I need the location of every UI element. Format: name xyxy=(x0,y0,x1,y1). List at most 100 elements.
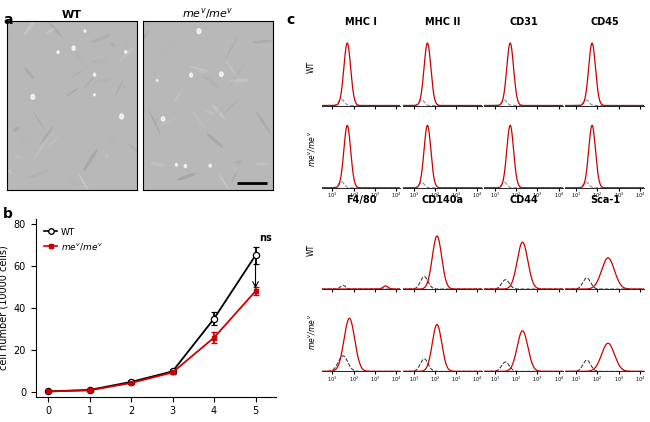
Circle shape xyxy=(94,73,96,76)
Ellipse shape xyxy=(230,78,250,82)
Ellipse shape xyxy=(105,154,109,159)
Text: WT: WT xyxy=(307,60,315,73)
Ellipse shape xyxy=(66,88,78,97)
Ellipse shape xyxy=(127,143,142,155)
Ellipse shape xyxy=(212,104,226,120)
Ellipse shape xyxy=(139,30,149,46)
Ellipse shape xyxy=(207,133,224,148)
Ellipse shape xyxy=(33,111,45,130)
Ellipse shape xyxy=(191,110,206,129)
Title: $\it{me^v/me^v}$: $\it{me^v/me^v}$ xyxy=(182,6,234,21)
Ellipse shape xyxy=(90,34,111,43)
Ellipse shape xyxy=(230,64,244,87)
Ellipse shape xyxy=(69,43,84,64)
Ellipse shape xyxy=(12,127,20,132)
Circle shape xyxy=(94,94,95,96)
Circle shape xyxy=(176,163,177,166)
Ellipse shape xyxy=(167,165,180,179)
Text: F4/80: F4/80 xyxy=(346,195,376,205)
Text: ns: ns xyxy=(259,233,272,243)
Ellipse shape xyxy=(162,41,176,53)
Ellipse shape xyxy=(27,170,48,179)
Ellipse shape xyxy=(79,174,88,190)
Circle shape xyxy=(157,79,158,81)
Ellipse shape xyxy=(123,38,131,46)
Ellipse shape xyxy=(6,33,16,39)
Ellipse shape xyxy=(94,78,114,83)
Ellipse shape xyxy=(92,60,107,63)
Ellipse shape xyxy=(7,170,12,174)
Circle shape xyxy=(161,117,164,121)
Ellipse shape xyxy=(177,173,195,180)
Text: $me^v$/$me^v$: $me^v$/$me^v$ xyxy=(306,131,317,167)
Ellipse shape xyxy=(222,100,239,116)
Ellipse shape xyxy=(24,17,37,35)
Ellipse shape xyxy=(226,60,238,78)
Ellipse shape xyxy=(198,71,205,73)
Ellipse shape xyxy=(231,46,252,57)
Ellipse shape xyxy=(70,68,86,78)
Ellipse shape xyxy=(150,162,166,167)
Text: CD31: CD31 xyxy=(509,17,538,27)
Ellipse shape xyxy=(40,126,53,144)
Ellipse shape xyxy=(153,116,160,123)
Text: WT: WT xyxy=(307,244,315,256)
Ellipse shape xyxy=(185,169,194,176)
Text: MHC II: MHC II xyxy=(424,17,460,27)
Ellipse shape xyxy=(25,157,36,161)
Circle shape xyxy=(57,51,59,54)
Ellipse shape xyxy=(125,143,138,151)
Ellipse shape xyxy=(264,182,272,192)
Title: WT: WT xyxy=(62,10,81,20)
Text: CD44: CD44 xyxy=(509,195,538,205)
Ellipse shape xyxy=(114,78,124,98)
Ellipse shape xyxy=(192,173,200,175)
Text: CD140a: CD140a xyxy=(421,195,463,205)
Ellipse shape xyxy=(111,43,116,46)
Ellipse shape xyxy=(83,149,98,171)
Circle shape xyxy=(120,114,124,119)
Circle shape xyxy=(184,165,187,168)
Ellipse shape xyxy=(108,137,115,140)
Ellipse shape xyxy=(48,22,62,38)
Legend: WT, $me^v/me^v$: WT, $me^v/me^v$ xyxy=(40,224,107,256)
Ellipse shape xyxy=(216,105,224,117)
Ellipse shape xyxy=(3,89,21,91)
Ellipse shape xyxy=(174,91,181,103)
Ellipse shape xyxy=(224,145,241,151)
Circle shape xyxy=(84,30,86,32)
Circle shape xyxy=(125,51,127,53)
Ellipse shape xyxy=(158,118,177,127)
Circle shape xyxy=(72,46,75,50)
Ellipse shape xyxy=(68,177,76,185)
Text: $me^v$/$me^v$: $me^v$/$me^v$ xyxy=(306,314,317,350)
Ellipse shape xyxy=(204,109,214,115)
Ellipse shape xyxy=(252,40,272,43)
Text: Sca-1: Sca-1 xyxy=(590,195,620,205)
Y-axis label: cell number (10000 cells): cell number (10000 cells) xyxy=(0,246,8,371)
Ellipse shape xyxy=(121,86,126,89)
Ellipse shape xyxy=(255,162,269,165)
Ellipse shape xyxy=(225,37,238,59)
Ellipse shape xyxy=(15,155,21,158)
Ellipse shape xyxy=(218,174,231,193)
Ellipse shape xyxy=(256,112,271,134)
Ellipse shape xyxy=(46,27,55,34)
Ellipse shape xyxy=(231,78,238,87)
Text: MHC I: MHC I xyxy=(345,17,377,27)
Ellipse shape xyxy=(33,138,49,160)
Text: b: b xyxy=(3,207,13,221)
Ellipse shape xyxy=(189,66,209,72)
Ellipse shape xyxy=(235,160,242,164)
Ellipse shape xyxy=(20,136,29,145)
Circle shape xyxy=(190,73,192,77)
Circle shape xyxy=(197,29,201,34)
Ellipse shape xyxy=(149,110,161,134)
Ellipse shape xyxy=(47,137,59,148)
Circle shape xyxy=(209,164,211,167)
Text: c: c xyxy=(286,13,294,27)
Ellipse shape xyxy=(203,75,220,88)
Ellipse shape xyxy=(120,47,134,60)
Ellipse shape xyxy=(147,20,151,25)
Ellipse shape xyxy=(25,68,34,79)
